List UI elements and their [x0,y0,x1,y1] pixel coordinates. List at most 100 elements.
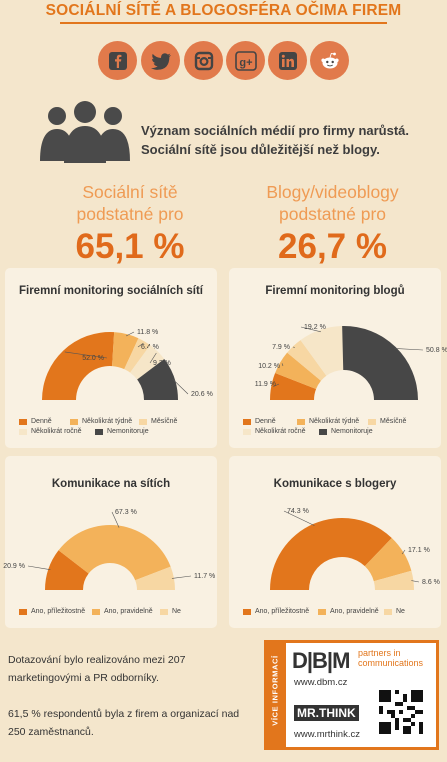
chart-1-leader-4 [394,348,424,351]
legend-label: Denně [31,418,52,425]
legend-label: Několikrát ročně [31,428,82,435]
legend-label: Nemonitoruje [107,428,149,435]
chart-title-social-monitoring: Firemní monitoring sociálních sítí [18,285,204,297]
legend-label: Několikrát ročně [255,428,306,435]
chart-2-leader-2 [171,575,192,579]
social-stat-label-2: podstatné pro [76,204,184,224]
social-stat-label-1: Sociální sítě [82,182,178,202]
legend-swatch [139,418,147,425]
chart-1-leader-1 [281,363,284,367]
statement-line-2: Sociální sítě jsou důležitější než blogy… [141,142,380,157]
page-title: SOCIÁLNÍ SÍTĚ A BLOGOSFÉRA OČIMA FIREM [45,2,402,19]
more-info-tab: VÍCE INFORMACÍ [264,640,286,750]
chart-1-legend-item-2: Měsíčně [368,418,406,425]
chart-3-label-2: 8.6 % [422,579,440,586]
chart-1-legend-item-0: Denně [243,418,276,425]
legend-label: Několikrát týdně [309,418,360,425]
social-stat-label: Sociální sítě podstatné pro [40,181,220,225]
qr-code [379,690,423,739]
chart-1-slice-3 [300,326,344,376]
chart-3-leader-1 [401,549,406,555]
legend-label: Ano, pravidelně [104,608,153,615]
chart-0-leader-0 [64,351,108,359]
chart-title-social-communication: Komunikace na sítích [51,478,171,490]
charts-canvas: 52.0 %11.8 %6.4 %9.3 %20.6 %11.9 %10.2 %… [3,324,447,590]
chart-2-leader-1 [111,511,120,528]
chart-0-legend-item-1: Několikrát týdně [70,418,132,425]
chart-2-legend-item-1: Ano, pravidelně [92,608,153,615]
chart-1-legend-item-4: Nemonitoruje [319,428,373,435]
legend-swatch [243,428,251,435]
legend-swatch [319,428,327,435]
chart-1-legend-item-3: Několikrát ročně [243,428,306,435]
chart-2-slice-2 [135,566,175,590]
chart-0-leader-2 [137,342,144,348]
chart-2-label-1: 67.3 % [115,509,137,516]
chart-1-legend-item-1: Několikrát týdně [297,418,359,425]
legend-label: Ano, příležitostně [31,608,86,615]
dbm-tagline: partners in communications [358,648,424,668]
chart-1-label-1: 10.2 % [258,363,280,370]
legend-label: Denně [255,418,276,425]
legend-label: Ne [396,608,405,615]
footer-survey-note: Dotazování bylo realizováno mezi 207 mar… [8,654,186,684]
dbm-url[interactable]: www.dbm.cz [294,677,348,688]
chart-2-legend-item-2: Ne [160,608,181,615]
instagram-icon[interactable] [184,41,223,80]
chart-0-label-1: 11.8 % [137,329,158,336]
legend-label: Nemonitoruje [331,428,373,435]
chart-1-label-0: 11.9 % [255,381,276,388]
statement: Význam sociálních médií pro firmy narůst… [141,121,409,159]
legend-swatch [19,428,27,435]
chart-3-leader-0 [283,510,315,526]
chart-0-label-0: 52.0 % [82,355,104,362]
legend-swatch [243,608,251,615]
chart-1-label-4: 50.8 % [426,347,447,354]
chart-0-slice-1 [112,332,139,370]
chart-2-legend-item-0: Ano, příležitostně [19,608,85,615]
chart-0-leader-1 [125,331,135,337]
chart-1-slice-4 [342,326,418,400]
chart-0-legend-item-3: Několikrát ročně [19,428,82,435]
linkedin-icon[interactable] [268,41,307,80]
chart-1-slice-0 [270,372,317,400]
chart-1-label-2: 7.9 % [272,344,290,351]
chart-title-blog-monitoring: Firemní monitoring blogů [265,285,405,297]
chart-0-leader-3 [149,352,157,364]
chart-0-leader-4 [172,378,189,395]
chart-3-legend-item-0: Ano, příležitostně [243,608,309,615]
chart-0-slice-0 [42,332,115,400]
google-plus-icon[interactable]: g+ [226,41,265,80]
chart-1-label-3: 19.2 % [304,324,326,331]
chart-0-label-4: 20.6 % [191,391,213,398]
legend-label: Několikrát týdně [82,418,133,425]
people-icon [40,99,130,168]
chart-2-leader-0 [27,565,51,570]
legend-swatch [368,418,376,425]
chart-3-legend-item-1: Ano, pravidelně [318,608,379,615]
legend-swatch [384,608,392,615]
facebook-icon[interactable] [98,41,137,80]
reddit-icon[interactable] [310,41,349,80]
legend-swatch [95,428,103,435]
mrthink-url[interactable]: www.mrthink.cz [294,729,360,740]
legend-label: Ne [172,608,181,615]
chart-title-blog-communication: Komunikace s blogery [273,478,397,490]
chart-2-slice-0 [45,550,89,590]
chart-3-label-0: 74.3 % [287,508,309,515]
legend-label: Ano, pravidelně [330,608,379,615]
blog-stat-value: 26,7 % [278,227,387,266]
twitter-icon[interactable] [141,41,180,80]
legend-swatch [70,418,78,425]
chart-3-legend-item-2: Ne [384,608,405,615]
legend-swatch [243,418,251,425]
chart-3-label-1: 17.1 % [408,547,430,554]
chart-3-slice-2 [373,570,414,590]
legend-label: Ano, příležitostně [255,608,310,615]
blog-stat-label-1: Blogy/videoblogy [266,182,399,202]
chart-3-slice-0 [270,518,392,590]
legend-swatch [19,608,27,615]
mrthink-logo: MR.THINK [294,705,359,721]
legend-swatch [297,418,305,425]
chart-0-legend-item-0: Denně [19,418,52,425]
